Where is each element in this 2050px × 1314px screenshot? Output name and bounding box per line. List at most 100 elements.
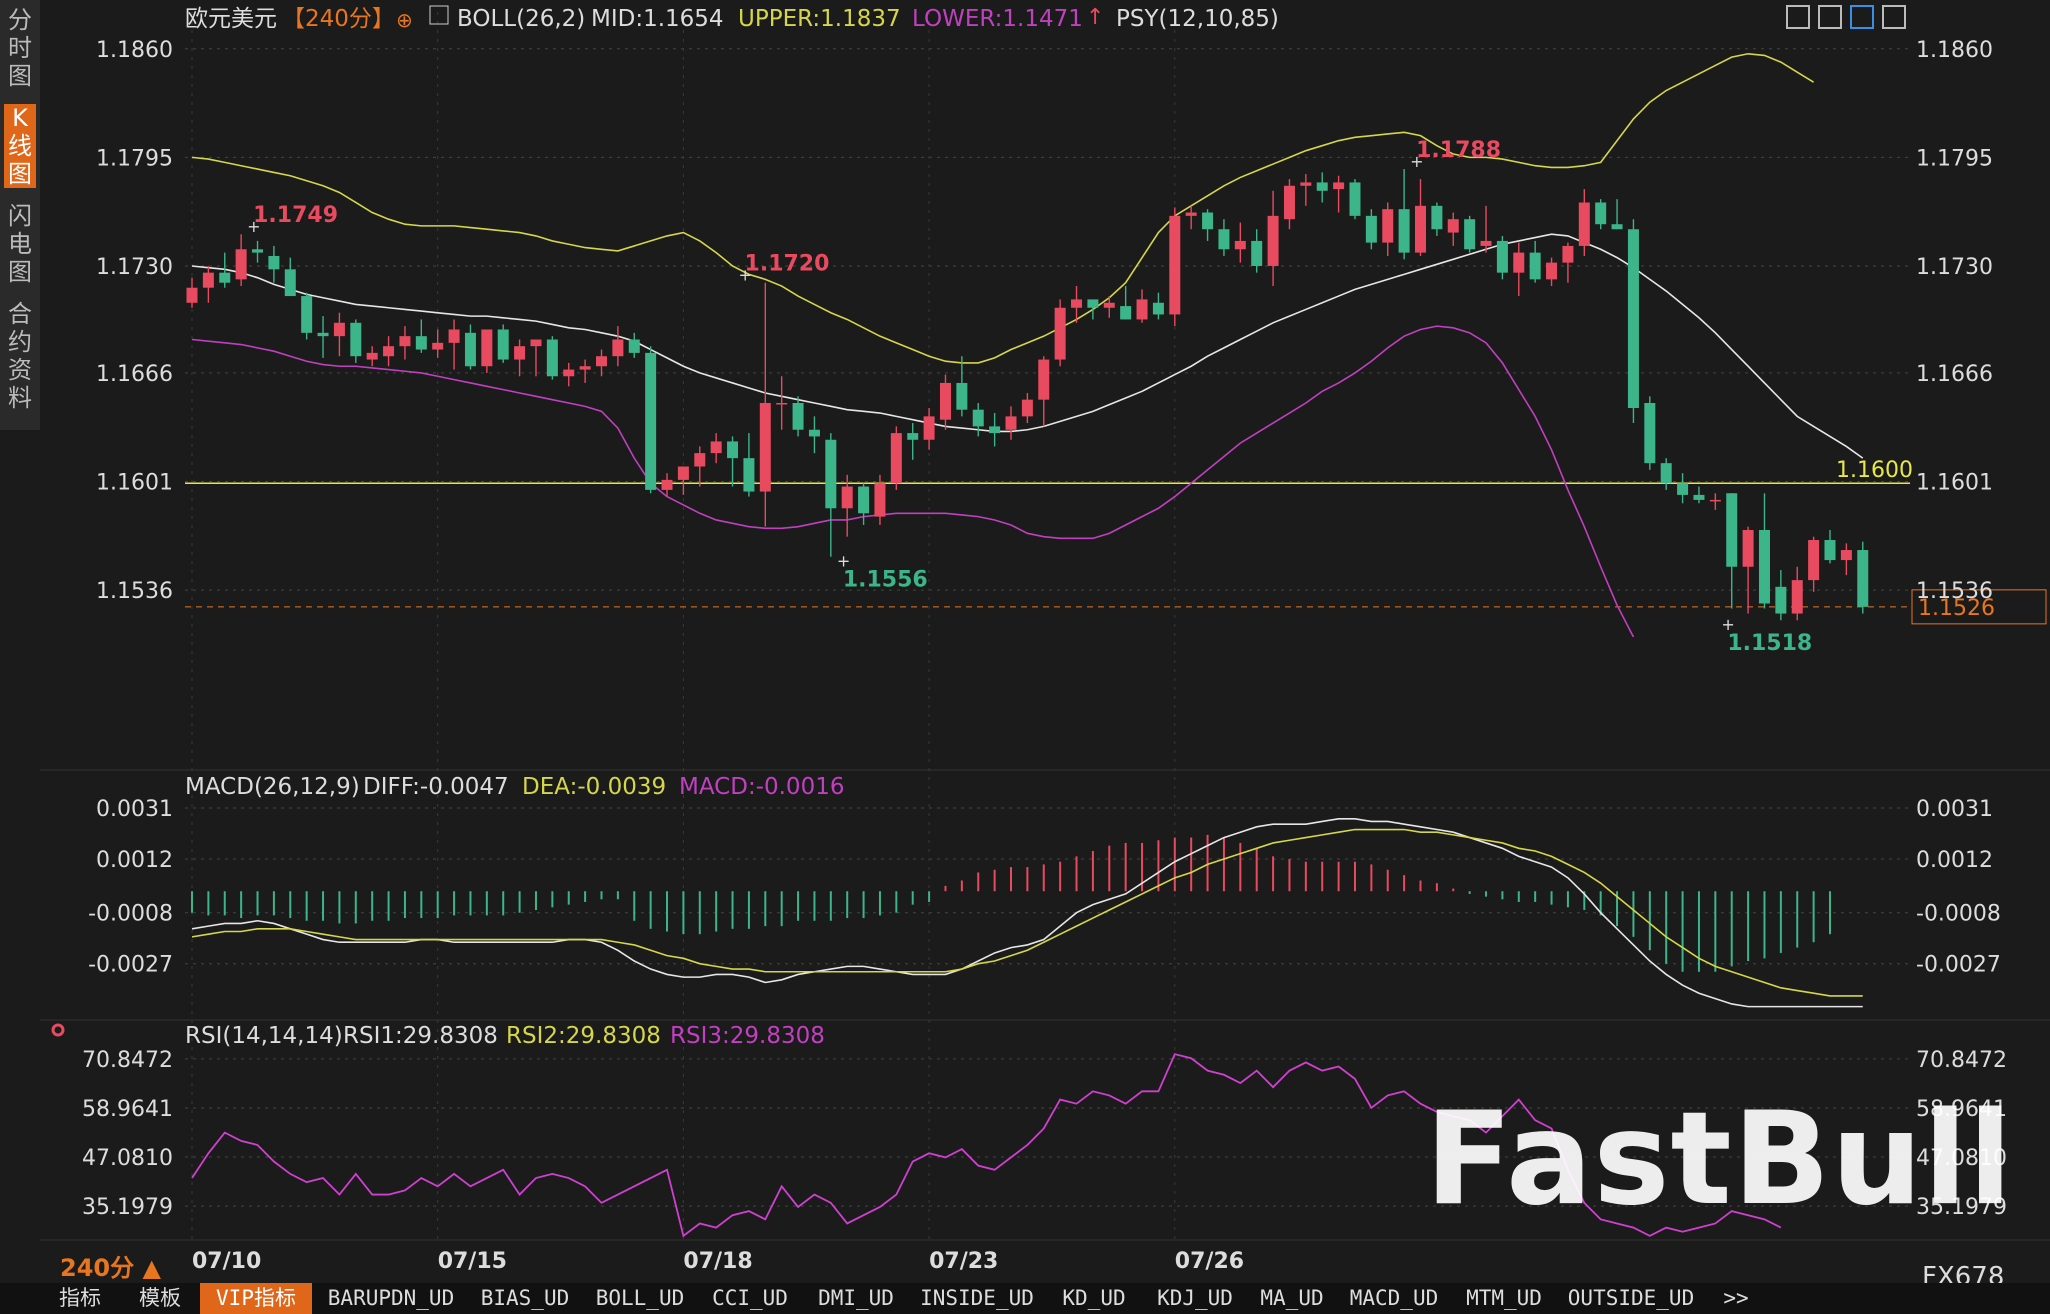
rsi-tick-right: 70.8472 <box>1916 1048 2007 1073</box>
last-price-label: 1.1526 <box>1918 596 1995 621</box>
candle-body <box>907 433 919 440</box>
macd-tick-right: 0.0031 <box>1916 797 1993 822</box>
candle-body <box>1808 540 1820 581</box>
candle-body <box>1185 212 1197 216</box>
rsi-tick-left: 35.1979 <box>82 1195 173 1220</box>
tab-macd[interactable]: MACD_UD <box>1349 1286 1439 1310</box>
rsi1-value: RSI1:29.8308 <box>343 1023 498 1049</box>
tab-kline[interactable]: K线图 <box>4 104 36 188</box>
settings-icon[interactable]: ⊕ <box>396 8 413 32</box>
date-label: 07/18 <box>683 1249 752 1274</box>
tab-bias[interactable]: BIAS_UD <box>480 1286 570 1310</box>
tab-flash-chart[interactable]: 闪电图 <box>8 202 32 286</box>
rsi2-value: RSI2:29.8308 <box>506 1023 661 1049</box>
candle-body <box>1283 185 1295 220</box>
export-icon[interactable] <box>1882 5 1906 29</box>
candle-body <box>661 479 673 490</box>
price-tick-left: 1.1601 <box>96 471 173 496</box>
rsi-tick-left: 70.8472 <box>82 1048 173 1073</box>
rsi-tick-right: 35.1979 <box>1916 1195 2007 1220</box>
tab-indicators[interactable]: 指标 <box>59 1286 101 1310</box>
tab-inside[interactable]: INSIDE_UD <box>920 1286 1034 1310</box>
macd-tick-right: 0.0012 <box>1916 848 1993 873</box>
candle-body <box>448 329 460 343</box>
candle-body <box>759 403 771 492</box>
candle-body <box>825 439 837 509</box>
macd-tick-left: 0.0031 <box>96 797 173 822</box>
price-annotations: +1.1749+1.1720+1.1556+1.1788+1.1518 <box>247 138 1812 656</box>
candle-body <box>808 429 820 437</box>
candle-body <box>1415 205 1426 253</box>
tab-cci[interactable]: CCI_UD <box>712 1286 788 1310</box>
price-tick-right: 1.1860 <box>1916 38 1993 63</box>
tab-kd[interactable]: KD_UD <box>1062 1286 1126 1310</box>
candle-body <box>186 287 198 303</box>
crosshair-icon[interactable] <box>1786 5 1810 29</box>
rsi-settings-icon[interactable] <box>51 1023 65 1037</box>
tab-boll[interactable]: BOLL_UD <box>595 1286 685 1310</box>
tab-mtm[interactable]: MTM_UD <box>1466 1286 1542 1310</box>
tab-vip-indicators[interactable]: VIP指标 <box>200 1283 312 1314</box>
candle-body <box>1840 550 1852 561</box>
candle-body <box>202 272 214 288</box>
period-title: 【240分】 <box>282 6 395 32</box>
candle-body <box>1103 302 1115 308</box>
boll-lower-line <box>191 325 1635 638</box>
date-label: 07/10 <box>192 1249 261 1274</box>
boll-icon[interactable] <box>429 5 449 25</box>
candle-body <box>1644 403 1656 464</box>
tab-timeline[interactable]: 分时图 <box>8 6 32 90</box>
tab-outside[interactable]: OUTSIDE_UD <box>1567 1286 1695 1310</box>
candle-body <box>1267 215 1279 266</box>
extreme-marker: + <box>739 266 752 285</box>
chart-type-icon[interactable] <box>1850 5 1874 29</box>
price-tick-right: 1.1795 <box>1916 146 1993 171</box>
date-label: 07/26 <box>1175 1249 1244 1274</box>
price-tick-right: 1.1730 <box>1916 255 1993 280</box>
candle-body <box>563 369 575 377</box>
candle-body <box>1365 215 1377 243</box>
symbol-title: 欧元美元 <box>185 6 277 32</box>
tab-templates[interactable]: 模板 <box>139 1286 181 1310</box>
candle-body <box>432 342 444 350</box>
more-tabs-button[interactable]: >> <box>1723 1286 1749 1310</box>
candle-body <box>1496 240 1508 273</box>
candle-body <box>1234 240 1246 250</box>
rsi3-value: RSI3:29.8308 <box>670 1023 825 1049</box>
price-tick-left: 1.1795 <box>96 146 173 171</box>
candle-body <box>1709 499 1721 502</box>
tab-dmi[interactable]: DMI_UD <box>818 1286 894 1310</box>
price-tick-right: 1.1601 <box>1916 471 1993 496</box>
candle-body <box>219 272 231 283</box>
candle-body <box>1251 240 1263 266</box>
tab-kdj[interactable]: KDJ_UD <box>1157 1286 1233 1310</box>
right-axis: 1.1860 1.1795 1.1730 1.1666 1.1601 1.1536 0.00… <box>1916 38 2007 1220</box>
extreme-label: 1.1518 <box>1727 631 1812 656</box>
macd-diff: DIFF:-0.0047 <box>363 774 509 800</box>
macd-tick-left: 0.0012 <box>96 848 173 873</box>
candle-body <box>415 336 427 350</box>
candlesticks <box>186 169 1869 621</box>
macd-tick-left: -0.0027 <box>88 953 173 978</box>
macd-tick-right: -0.0027 <box>1916 953 2001 978</box>
tab-contract-info[interactable]: 合约资料 <box>8 300 32 412</box>
extreme-label: 1.1720 <box>745 252 830 277</box>
candle-body <box>1021 399 1033 417</box>
candle-body <box>890 433 902 484</box>
candle-body <box>1513 252 1525 273</box>
period-selector[interactable]: 240分 ▲ <box>60 1254 161 1282</box>
candle-body <box>252 249 264 253</box>
candle-body <box>1758 529 1770 604</box>
tab-ma[interactable]: MA_UD <box>1260 1286 1324 1310</box>
candle-body <box>1578 202 1590 246</box>
x-axis-labels: 07/10 07/15 07/18 07/23 07/26 <box>192 1249 1244 1274</box>
candle-body <box>1857 550 1869 607</box>
macd-value: MACD:-0.0016 <box>679 774 844 800</box>
candle-body <box>972 409 984 427</box>
candle-body <box>1087 299 1099 308</box>
layout-icon[interactable] <box>1818 5 1842 29</box>
boll-label: BOLL(26,2) <box>457 6 585 32</box>
candle-body <box>1480 240 1492 246</box>
tab-barupdn[interactable]: BARUPDN_UD <box>327 1286 455 1310</box>
